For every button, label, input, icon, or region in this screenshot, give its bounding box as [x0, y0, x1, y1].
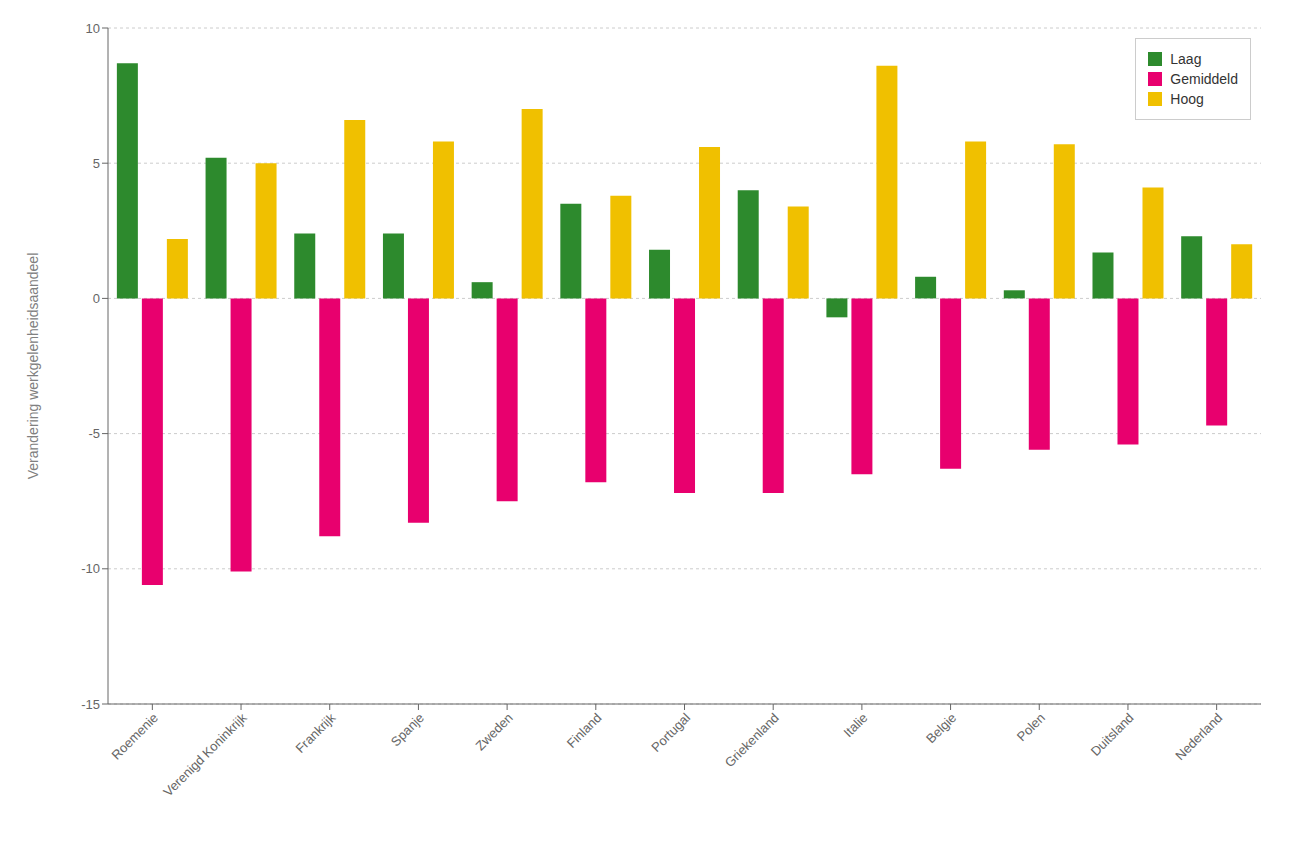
html-text:Laag: Laag	[1170, 51, 1202, 67]
svg-text:Frankrijk: Frankrijk	[293, 710, 339, 756]
svg-text:Finland: Finland	[564, 710, 605, 751]
html-text:Hoog: Hoog	[1170, 91, 1204, 107]
svg-text:Verenigd Koninkrijk: Verenigd Koninkrijk	[160, 710, 250, 800]
svg-text:-15: -15	[81, 697, 100, 712]
svg-text:Spanje: Spanje	[388, 710, 427, 749]
svg-text:Italie: Italie	[841, 710, 871, 740]
svg-text:Belgie: Belgie	[923, 710, 959, 746]
svg-text:Polen: Polen	[1014, 710, 1048, 744]
svg-text:Griekenland: Griekenland	[722, 710, 782, 770]
svg-text:5: 5	[93, 156, 100, 171]
svg-text:Verandering werkgelenheidsaand: Verandering werkgelenheidsaandeel	[25, 253, 41, 480]
svg-text:-10: -10	[81, 561, 100, 576]
svg-text:10: 10	[86, 21, 100, 36]
svg-text:Duitsland: Duitsland	[1088, 710, 1137, 759]
html-text:Gemiddeld: Gemiddeld	[1170, 71, 1238, 87]
svg-text:Portugal: Portugal	[648, 710, 693, 755]
svg-text:0: 0	[93, 291, 100, 306]
svg-text:Roemenie: Roemenie	[108, 710, 161, 763]
svg-text:-5: -5	[88, 426, 100, 441]
svg-text:Nederland: Nederland	[1172, 710, 1225, 763]
svg-text:Zweden: Zweden	[472, 710, 515, 753]
